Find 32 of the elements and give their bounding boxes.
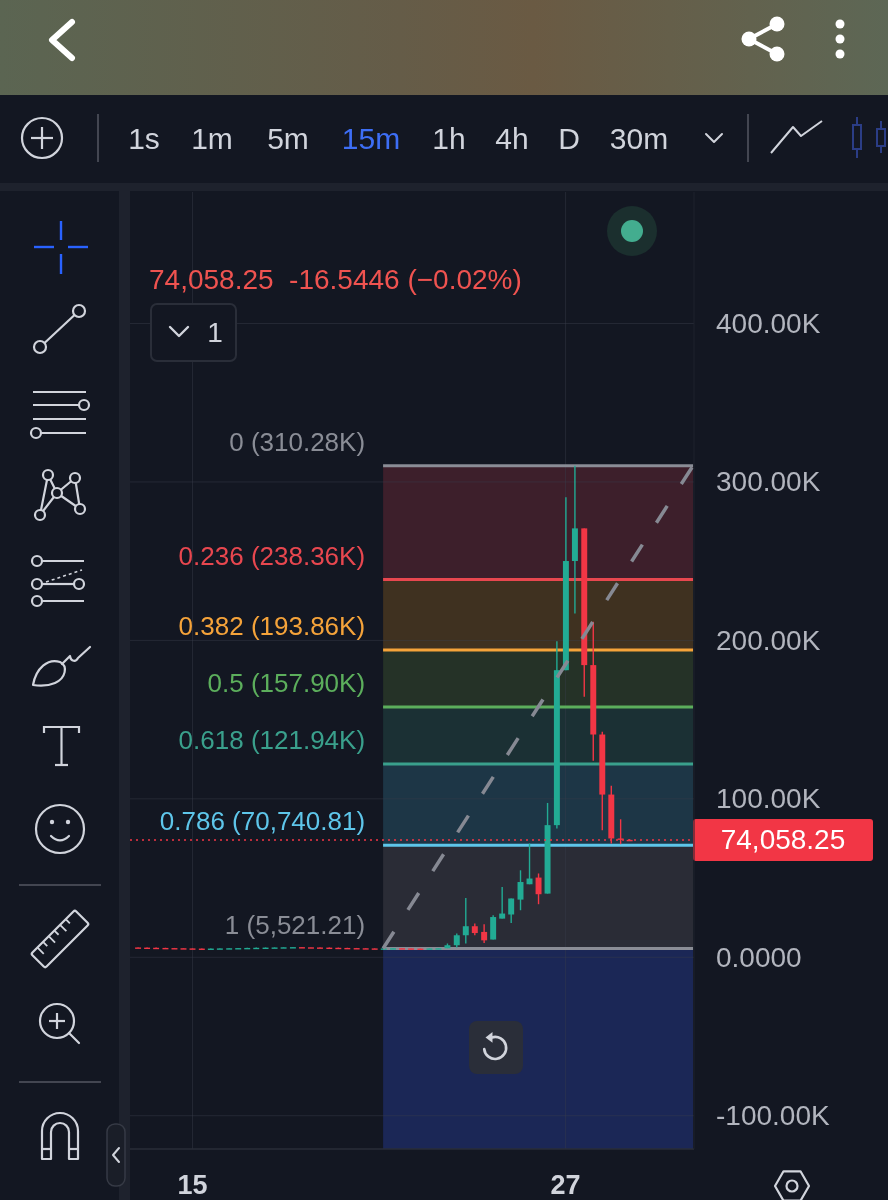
ref-line-label: 0.236 (238.36K): [178, 540, 366, 571]
ref-line-label: 74,058.25: [720, 824, 846, 856]
ref-line-label: 0.382 (193.86K): [178, 611, 366, 642]
y-tick-label: 200.00K: [716, 624, 821, 656]
ref-line-label: 0.618 (121.94K): [178, 725, 366, 756]
y-tick-label: 0.0000: [716, 941, 802, 973]
text: 4h: [495, 121, 529, 155]
x-tick-label: 27: [550, 1170, 581, 1200]
annotation: 1: [207, 316, 223, 348]
text: 74,058.25 -16.5446 (−0.02%): [149, 263, 522, 295]
ref-line-label: 0 (310.28K): [229, 426, 366, 457]
candlestick: [490, 914, 497, 941]
y-tick-label: 400.00K: [716, 308, 821, 340]
ref-line-label: 1 (5,521.21): [224, 909, 366, 940]
text: 5m: [267, 121, 309, 155]
candlestick: [508, 897, 515, 924]
candlestick: [481, 923, 488, 944]
y-tick-label: 100.00K: [716, 783, 821, 815]
candlestick: [535, 872, 542, 905]
ref-line-label: 0.5 (157.90K): [207, 668, 366, 699]
text: 15m: [341, 121, 401, 155]
y-tick-label: 300.00K: [716, 466, 821, 498]
candlestick: [499, 886, 506, 920]
y-tick-label: -100.00K: [716, 1100, 830, 1132]
text: 1m: [191, 121, 233, 155]
x-tick-label: 15: [177, 1170, 208, 1200]
text: 1s: [128, 121, 160, 155]
text: 1h: [432, 121, 466, 155]
text: D: [558, 121, 580, 155]
candlestick: [462, 897, 469, 945]
ref-line-label: 0.786 (70,740.81): [159, 806, 366, 837]
text: 30m: [609, 121, 669, 155]
